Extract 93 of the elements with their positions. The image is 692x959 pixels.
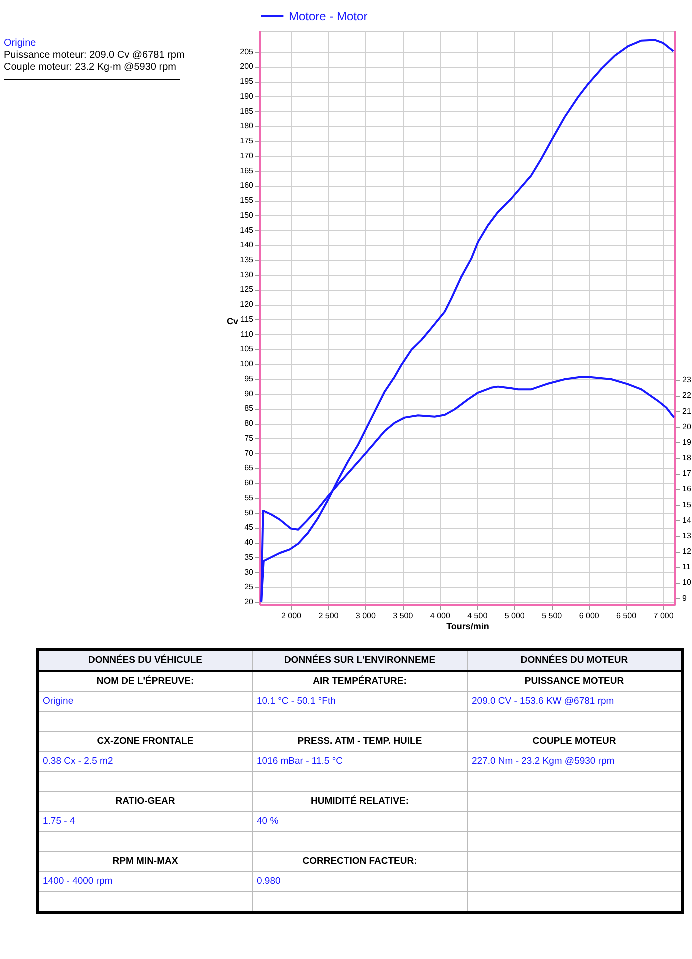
- y2-tick-label: 14: [682, 516, 692, 525]
- x-tick-label: 6 500: [616, 612, 638, 620]
- y-tick-label: 20: [244, 598, 254, 607]
- text: Couple moteur: 23.2 Kg·m @5930 rpm: [4, 62, 178, 74]
- y2-tick-label: 16: [682, 484, 692, 494]
- y-tick-label: 145: [240, 226, 254, 235]
- y2-tick-label: 20: [682, 422, 692, 432]
- y-tick-label: 200: [240, 62, 254, 72]
- x-tick-label: 2 000: [281, 612, 302, 620]
- x-tick-label: 5 000: [504, 612, 526, 620]
- y-tick-label: 185: [240, 106, 254, 116]
- text: AIR TEMPÉRATURE:: [252, 671, 468, 692]
- text: 40 %: [252, 812, 468, 832]
- text: CX-ZONE FRONTALE: [38, 732, 252, 752]
- x-tick-label: 3 000: [356, 612, 376, 620]
- y-tick-label: 55: [244, 493, 254, 502]
- text: 10.1 °C - 50.1 °Fth: [252, 692, 468, 712]
- y-tick-label: 70: [244, 448, 254, 458]
- y-tick-label: 25: [244, 582, 254, 592]
- y2-tick-label: 10: [682, 578, 692, 588]
- text: HUMIDITÉ RELATIVE:: [252, 792, 468, 812]
- y-axis-title: Cv: [226, 316, 238, 326]
- y2-tick-label: 11: [682, 562, 692, 572]
- y-tick-label: 190: [240, 92, 254, 101]
- y2-tick-label: 17: [682, 469, 692, 478]
- y-tick-label: 90: [244, 389, 254, 398]
- y-tick-label: 60: [244, 478, 254, 488]
- y-tick-label: 105: [240, 344, 254, 354]
- text: CORRECTION FACTEUR:: [252, 852, 468, 872]
- y-tick-label: 150: [240, 210, 254, 220]
- y-tick-label: 35: [244, 552, 254, 562]
- y-tick-label: 95: [244, 374, 254, 384]
- text: 1400 - 4000 rpm: [38, 872, 252, 892]
- y-tick-label: 125: [240, 285, 254, 294]
- text: PRESS. ATM - TEMP. HUILE: [252, 732, 468, 752]
- y-tick-label: 30: [244, 568, 254, 577]
- y2-tick-label: 13: [682, 531, 692, 540]
- y2-tick-label: 18: [682, 454, 692, 463]
- x-tick-label: 2 500: [318, 612, 340, 620]
- y2-tick-label: 22: [682, 391, 692, 400]
- text: Puissance moteur: 209.0 Cv @6781 rpm: [4, 50, 185, 62]
- x-tick-label: 4 500: [468, 612, 488, 620]
- text: PUISSANCE MOTEUR: [468, 671, 682, 692]
- text: 0.38 Cx - 2.5 m2: [38, 752, 252, 772]
- y2-tick-label: 15: [682, 500, 692, 510]
- text: RPM MIN-MAX: [38, 852, 252, 872]
- text: 227.0 Nm - 23.2 Kgm @5930 rpm: [468, 752, 682, 772]
- y-tick-label: 165: [240, 166, 254, 176]
- y-tick-label: 115: [240, 314, 254, 324]
- text: RATIO-GEAR: [38, 792, 252, 812]
- text: DONNÉES DU MOTEUR: [468, 650, 682, 671]
- y-tick-label: 45: [244, 523, 254, 532]
- y-tick-label: 75: [244, 434, 254, 443]
- x-tick-label: 3 500: [393, 612, 414, 620]
- text: 209.0 CV - 153.6 KW @6781 rpm: [468, 692, 682, 712]
- y-tick-label: 110: [240, 330, 254, 339]
- y-tick-label: 85: [244, 404, 254, 414]
- y2-tick-label: 19: [682, 438, 692, 447]
- x-tick-label: 7 000: [654, 612, 674, 620]
- text: 0.980: [252, 872, 468, 892]
- text: DONNÉES SUR L'ENVIRONNEME: [252, 650, 468, 671]
- y-tick-label: 50: [244, 508, 254, 518]
- legend-label: Motore - Motor: [289, 10, 368, 24]
- y-tick-label: 195: [240, 77, 254, 86]
- text: Origine: [38, 692, 252, 712]
- y-tick-label: 140: [240, 240, 254, 250]
- x-tick-label: 6 000: [579, 612, 600, 620]
- y-tick-label: 100: [240, 360, 254, 369]
- y2-tick-label: 23: [682, 376, 692, 385]
- y-tick-label: 120: [240, 300, 254, 310]
- y-tick-label: 180: [240, 122, 254, 131]
- y-tick-label: 155: [240, 196, 254, 206]
- text: NOM DE L'ÉPREUVE:: [38, 671, 252, 692]
- text: 1.75 - 4: [38, 812, 252, 832]
- y-tick-label: 80: [244, 419, 254, 428]
- y-tick-label: 205: [240, 47, 254, 56]
- x-tick-label: 4 000: [430, 612, 451, 620]
- y-tick-label: 40: [244, 538, 254, 548]
- text: Origine: [4, 38, 38, 50]
- y-tick-label: 170: [240, 151, 254, 160]
- x-axis-title: Tours/min: [446, 622, 490, 632]
- y2-tick-label: 12: [682, 547, 692, 556]
- text: 1016 mBar - 11.5 °C: [252, 752, 468, 772]
- x-tick-label: 5 500: [542, 612, 563, 620]
- y-tick-label: 160: [240, 181, 254, 190]
- y2-tick-label: 9: [682, 594, 688, 603]
- y2-tick-label: 21: [682, 406, 692, 416]
- y-tick-label: 175: [240, 136, 254, 146]
- y-tick-label: 135: [240, 256, 254, 265]
- text: COUPLE MOTEUR: [468, 732, 682, 752]
- text: DONNÉES DU VÉHICULE: [38, 650, 252, 671]
- y-tick-label: 130: [240, 270, 254, 280]
- y-tick-label: 65: [244, 464, 254, 473]
